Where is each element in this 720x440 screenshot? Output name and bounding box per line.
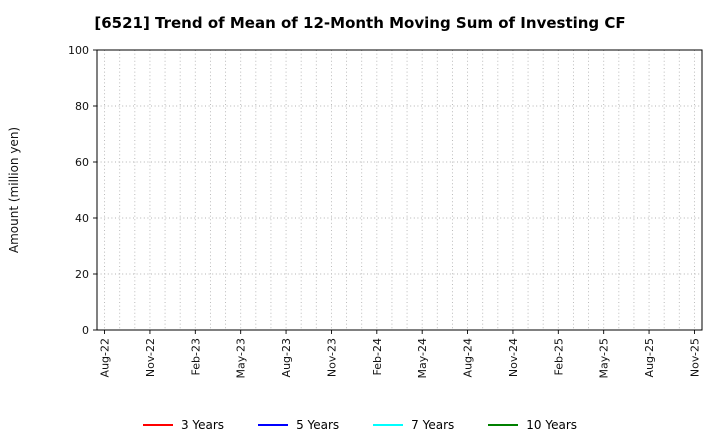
svg-text:Aug-24: Aug-24 bbox=[462, 338, 475, 377]
svg-text:80: 80 bbox=[75, 100, 89, 113]
svg-text:40: 40 bbox=[75, 212, 89, 225]
svg-text:May-23: May-23 bbox=[235, 338, 248, 379]
legend-label: 5 Years bbox=[296, 418, 340, 432]
svg-text:Nov-22: Nov-22 bbox=[144, 338, 157, 377]
svg-text:May-24: May-24 bbox=[416, 338, 429, 379]
legend-item: 5 Years bbox=[258, 418, 339, 432]
legend-label: 3 Years bbox=[180, 418, 225, 432]
legend-swatch bbox=[258, 424, 289, 426]
chart-title: [6521] Trend of Mean of 12-Month Moving … bbox=[94, 14, 626, 32]
svg-text:Nov-24: Nov-24 bbox=[507, 338, 520, 377]
legend-item: 7 Years bbox=[373, 418, 454, 432]
legend-swatch bbox=[142, 424, 173, 426]
svg-text:Feb-25: Feb-25 bbox=[552, 338, 565, 375]
svg-text:20: 20 bbox=[75, 268, 89, 281]
svg-text:Feb-23: Feb-23 bbox=[189, 338, 202, 375]
svg-text:Aug-25: Aug-25 bbox=[643, 338, 656, 377]
legend-label: 10 Years bbox=[526, 418, 578, 432]
svg-text:60: 60 bbox=[75, 156, 89, 169]
legend-swatch bbox=[373, 424, 404, 426]
svg-text:Aug-22: Aug-22 bbox=[99, 338, 112, 377]
legend: 3 Years 5 Years 7 Years 10 Years bbox=[0, 418, 720, 432]
svg-text:Nov-23: Nov-23 bbox=[325, 338, 338, 377]
svg-text:Amount (million yen): Amount (million yen) bbox=[7, 127, 21, 253]
legend-swatch bbox=[488, 424, 519, 426]
legend-label: 7 Years bbox=[411, 418, 455, 432]
svg-text:Nov-25: Nov-25 bbox=[688, 338, 701, 377]
svg-text:0: 0 bbox=[82, 324, 89, 337]
legend-item: 3 Years bbox=[142, 418, 225, 432]
svg-text:100: 100 bbox=[68, 44, 89, 57]
legend-item: 10 Years bbox=[488, 418, 577, 432]
svg-text:Aug-23: Aug-23 bbox=[280, 338, 293, 377]
svg-text:Feb-24: Feb-24 bbox=[371, 338, 384, 375]
svg-text:May-25: May-25 bbox=[598, 338, 611, 379]
